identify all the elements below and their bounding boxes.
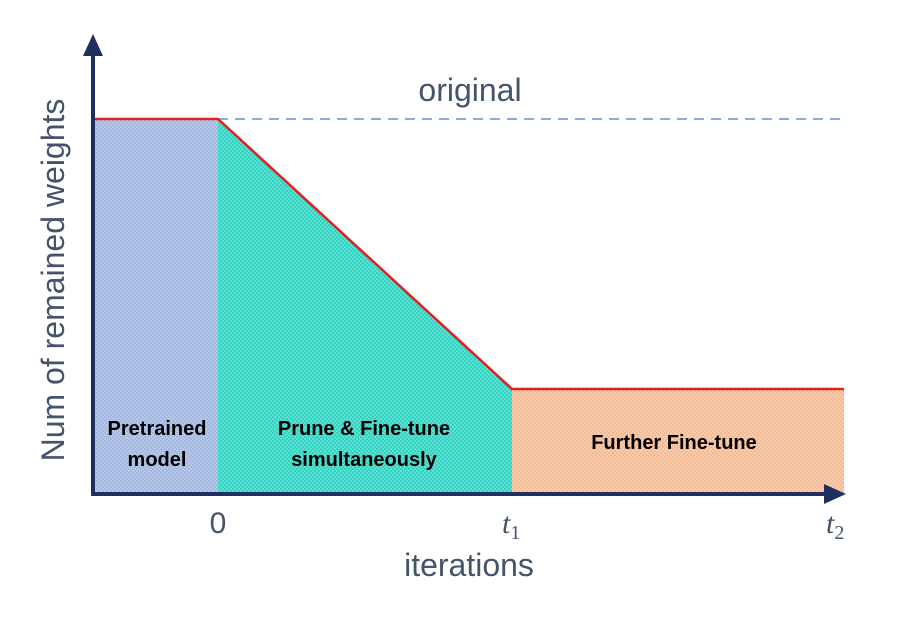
tick-t1-subscript: 1 — [510, 522, 520, 544]
original-label: original — [418, 72, 521, 108]
tick-t2-base: t — [826, 507, 835, 540]
tick-t1-base: t — [502, 507, 511, 540]
prune-label-line1: Prune & Fine-tune — [278, 418, 450, 440]
pretrained-label-line2: model — [128, 449, 187, 471]
x-axis-arrowhead — [824, 484, 846, 504]
further-finetune-region — [512, 389, 844, 494]
y-axis-arrowhead — [83, 34, 103, 56]
prune-region — [218, 119, 512, 494]
tick-t1: t1 — [502, 507, 520, 544]
prune-label-line2: simultaneously — [291, 449, 437, 471]
x-axis-label: iterations — [404, 547, 534, 583]
pretrained-label-line1: Pretrained — [108, 418, 207, 440]
y-axis-label: Num of remained weights — [35, 99, 71, 462]
pretrained-region — [93, 119, 218, 494]
tick-t2: t2 — [826, 507, 844, 544]
further-finetune-label: Further Fine-tune — [591, 432, 757, 454]
tick-zero: 0 — [210, 507, 227, 540]
tick-t2-subscript: 2 — [834, 522, 844, 544]
remaining-weights-curve — [93, 117, 844, 391]
